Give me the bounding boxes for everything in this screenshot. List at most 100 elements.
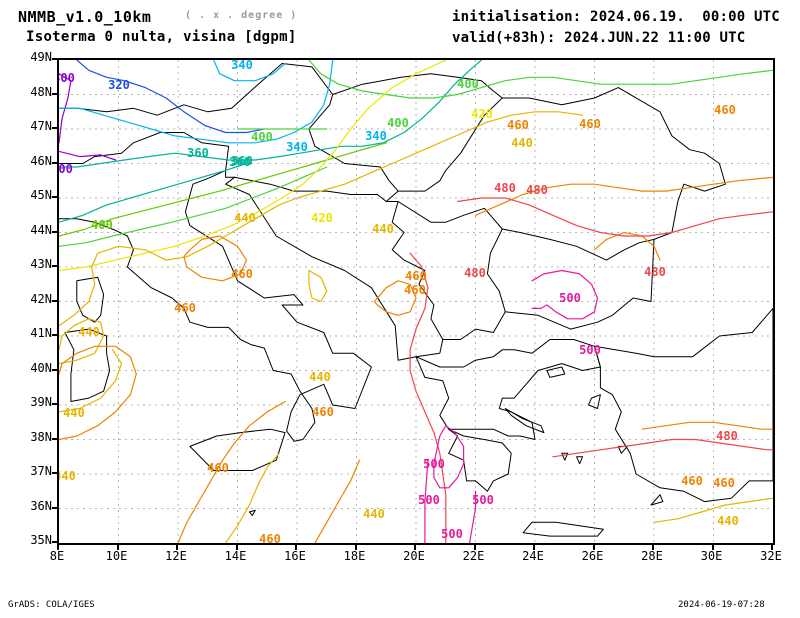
contour-label: 360 [231, 154, 253, 168]
x-axis-tick [414, 545, 416, 550]
contour-label: 480 [644, 265, 666, 279]
contour-460 [641, 421, 773, 430]
contour-label: 460 [207, 461, 229, 475]
y-axis-tick-label: 35N [30, 533, 52, 547]
contour-label: 440 [511, 136, 533, 150]
contour-label: 440 [59, 469, 76, 483]
map-plot-frame: 3003203403403403603603603004004004004004… [57, 58, 775, 545]
contour-labels: 3003203403403403603603603004004004004004… [59, 60, 739, 543]
contour-440 [653, 497, 773, 523]
x-axis-tick-label: 8E [49, 549, 65, 563]
contour-440 [225, 452, 280, 543]
contour-480 [552, 438, 773, 458]
x-axis-tick-label: 16E [284, 549, 306, 563]
contour-label: 460 [405, 269, 427, 283]
contour-label: 500 [579, 343, 601, 357]
x-axis-tick-label: 14E [224, 549, 247, 563]
contour-label: 440 [372, 222, 394, 236]
y-axis-tick-label: 37N [30, 464, 52, 478]
y-axis-tick [52, 368, 57, 371]
contour-label: 300 [59, 71, 75, 85]
x-axis-tick-label: 24E [522, 549, 544, 563]
contour-label: 480 [494, 181, 516, 195]
y-axis-tick [52, 265, 57, 267]
y-axis-tick [52, 541, 57, 543]
y-axis-tick-label: 44N [30, 222, 52, 237]
y-axis-tick [52, 92, 57, 95]
contour-label: 400 [91, 218, 113, 232]
contour-label: 440 [63, 406, 85, 420]
contour-label: 360 [187, 146, 209, 160]
contour-label: 460 [579, 117, 601, 131]
contour-label: 500 [472, 493, 494, 507]
grads-credit: GrADS: COLA/IGES [8, 600, 95, 610]
contour-460 [593, 231, 661, 261]
contour-label: 460 [681, 474, 703, 488]
contour-label: 320 [108, 78, 130, 92]
y-axis-tick [52, 472, 57, 474]
x-axis-tick-label: 10E [105, 549, 128, 563]
x-axis-tick [57, 545, 59, 550]
x-axis-tick [235, 545, 238, 550]
y-axis-tick-label: 39N [30, 395, 52, 409]
contour-label: 420 [311, 211, 333, 225]
y-axis-tick [52, 127, 57, 129]
y-axis-tick-label: 41N [30, 326, 52, 340]
contour-460 [373, 280, 417, 316]
contour-340 [213, 60, 286, 82]
contour-label: 460 [714, 103, 736, 117]
y-axis-tick [52, 506, 57, 509]
field-title: Isoterma 0 nulta, visina [dgpm] [26, 29, 297, 45]
y-axis-tick [52, 334, 57, 336]
y-axis-tick [52, 196, 57, 198]
y-axis-tick-label: 40N [30, 360, 52, 375]
initialisation-time: initialisation: 2024.06.19. 00:00 UTC [452, 9, 780, 25]
y-axis-tick [52, 403, 57, 405]
x-axis-tick [354, 545, 357, 550]
contour-420 [59, 60, 447, 272]
contour-460 [183, 235, 247, 282]
x-axis-tick-label: 12E [165, 549, 187, 563]
x-axis-tick [771, 545, 773, 550]
units-note: ( . x . degree ) [185, 10, 298, 21]
contour-500 [433, 425, 465, 489]
contour-label: 340 [365, 129, 387, 143]
y-axis-tick [52, 230, 57, 233]
contour-label: 360 [229, 155, 251, 169]
contour-label: 460 [312, 405, 334, 419]
contour-label: 500 [441, 527, 463, 541]
contour-500 [531, 269, 599, 320]
contour-label: 420 [471, 107, 493, 121]
contour-label: 300 [59, 162, 73, 176]
contour-440 [59, 111, 584, 327]
y-axis-tick-label: 38N [30, 429, 52, 444]
x-axis-tick-label: 22E [462, 549, 485, 563]
y-axis-tick-label: 48N [30, 84, 52, 99]
contour-440 [308, 269, 328, 303]
contour-label: 480 [716, 429, 738, 443]
contour-360 [59, 162, 247, 223]
x-axis-tick [116, 545, 119, 550]
x-axis-tick [652, 545, 654, 550]
contour-label: 480 [464, 266, 486, 280]
contour-500 [424, 459, 429, 543]
x-axis-tick [176, 545, 178, 550]
contour-map: 3003203403403403603603603004004004004004… [59, 60, 773, 543]
contour-label: 500 [418, 493, 440, 507]
contour-label: 440 [717, 514, 739, 528]
y-axis-tick [52, 161, 57, 164]
contour-label: 480 [526, 183, 548, 197]
contour-label: 400 [457, 77, 479, 91]
contour-label: 440 [309, 370, 331, 384]
contour-label: 400 [251, 130, 273, 144]
model-title: NMMB_v1.0_10km [18, 8, 152, 26]
contour-360 [59, 60, 482, 168]
contour-label: 460 [713, 476, 735, 490]
y-axis-tick-label: 47N [30, 119, 52, 133]
contour-lines [59, 60, 773, 543]
contour-label: 340 [286, 140, 308, 154]
contour-label: 340 [231, 60, 253, 72]
contour-460 [59, 345, 137, 441]
contour-label: 460 [507, 118, 529, 132]
contour-label: 400 [387, 116, 409, 130]
